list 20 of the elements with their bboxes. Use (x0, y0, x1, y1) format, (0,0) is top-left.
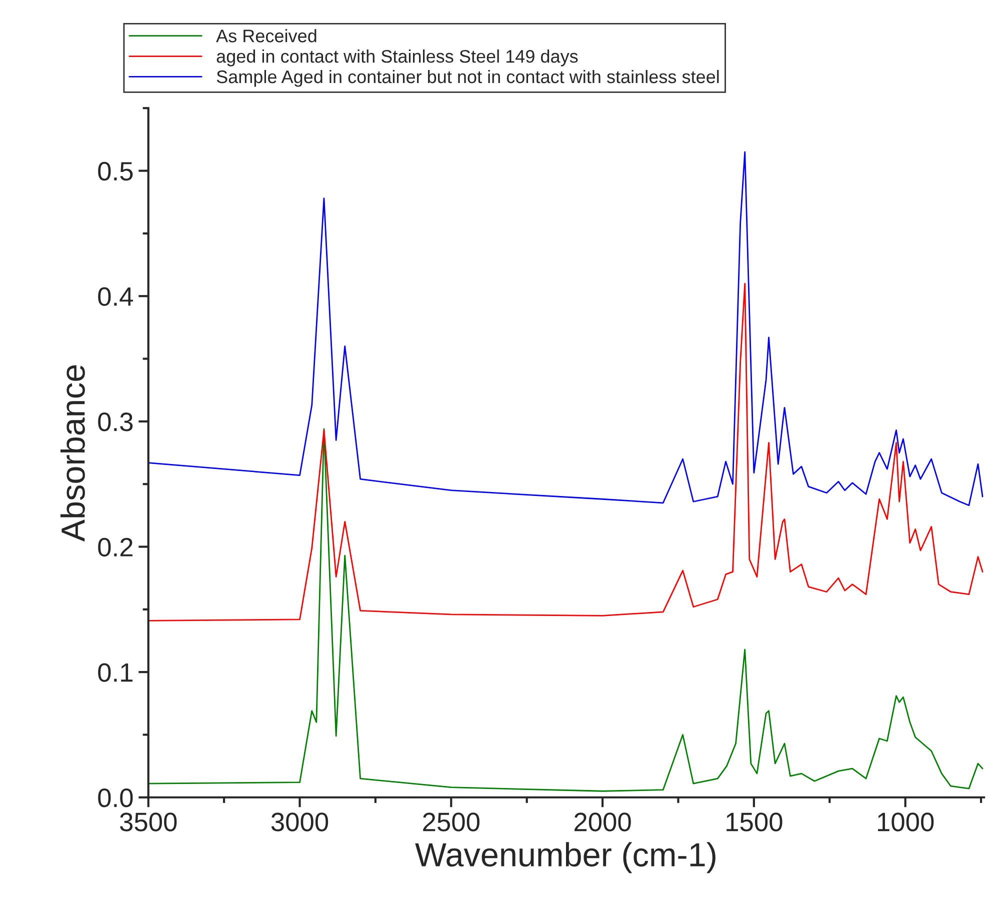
y-tick-label: 0.3 (98, 412, 133, 432)
legend-label: As Received (216, 29, 316, 42)
legend-label: Sample Aged in container but not in contact with stainless steel (216, 70, 719, 87)
y-tick-label: 0.2 (98, 538, 132, 557)
x-axis-title: Wavenumber (cm-1) (415, 842, 716, 874)
y-tick-label: 0.5 (98, 162, 133, 181)
y-axis-title: Absorbance (60, 365, 85, 542)
y-tick-label: 0.1 (98, 663, 132, 682)
legend-label: aged in contact with Stainless Steel 149 days (216, 50, 578, 66)
y-tick-label: 0.0 (98, 788, 133, 808)
y-tick-label: 0.4 (98, 287, 133, 306)
x-tick-label: 2000 (574, 812, 631, 832)
line-series (148, 428, 984, 792)
line-series (148, 282, 984, 622)
x-tick-label: 3000 (271, 812, 328, 832)
x-tick-label: 2500 (423, 812, 480, 832)
x-tick-label: 3500 (120, 812, 177, 832)
line-series (148, 151, 984, 506)
x-tick-label: 1000 (878, 812, 934, 832)
x-tick-label: 1500 (726, 812, 782, 832)
